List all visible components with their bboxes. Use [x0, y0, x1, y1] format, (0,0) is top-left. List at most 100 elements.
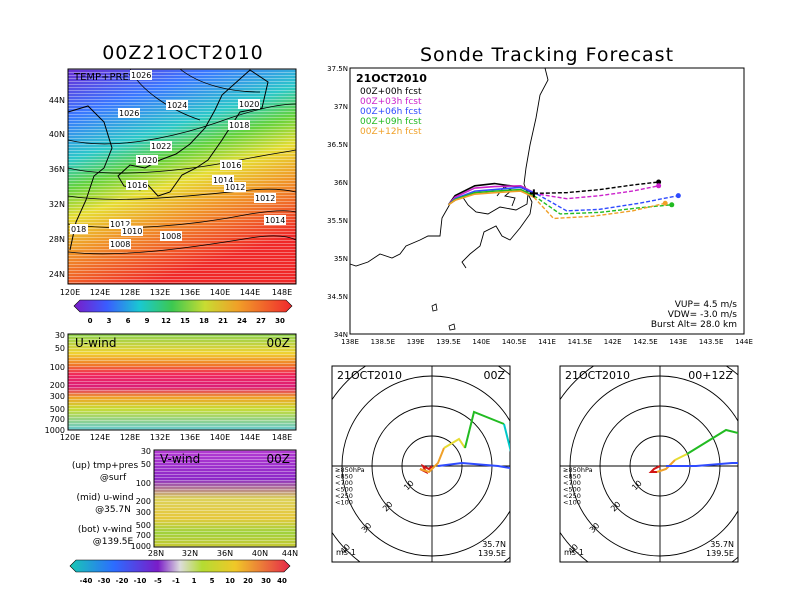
- tracking-y-tick: 35N: [334, 255, 348, 263]
- uwind-y-tick: 700: [50, 415, 65, 424]
- temp-colorbar-label: 21: [218, 317, 228, 325]
- uwind-x-ticks: 120E 124E 128E 132E 136E 140E 144E 148E: [60, 433, 292, 442]
- tracking-x-tick: 141.5E: [568, 338, 592, 346]
- map-y-tick: 36N: [49, 165, 65, 174]
- temp-colorbar-label: 15: [180, 317, 190, 325]
- tracking-x-tick: 141E: [538, 338, 556, 346]
- tracking-x-tick: 144E: [735, 338, 753, 346]
- hodograph-legend-entry: <500: [563, 486, 581, 494]
- tracking-coastline: [349, 67, 549, 267]
- uwind-time: 00Z: [267, 336, 291, 350]
- note-line: @35.7N: [95, 505, 131, 515]
- temp-colorbar-label: 12: [161, 317, 171, 325]
- isobar-label: 1012: [110, 220, 130, 229]
- isobar-label: 1016: [221, 161, 241, 170]
- hodograph-date: 21OCT2010: [337, 369, 402, 382]
- hodograph-legend-entry: <700: [563, 479, 581, 487]
- hodograph-legend-entry: <700: [335, 479, 353, 487]
- vwind-y-tick: 700: [136, 531, 151, 540]
- vwind-colorbar-label: 1: [192, 577, 197, 585]
- uwind-panel: U-wind 00Z 30 50 100 200 300 500 700 100…: [45, 331, 297, 442]
- map-x-tick: 124E: [90, 288, 110, 297]
- isobar-label: 1012: [225, 183, 245, 192]
- hodograph-legend-entry: <100: [563, 499, 581, 507]
- uwind-x-tick: 132E: [150, 433, 170, 442]
- isobar-lines: [67, 68, 297, 255]
- hodograph-lat: 35.7N: [710, 540, 734, 549]
- vwind-colorbar-label: 10: [225, 577, 235, 585]
- landing-point-3: [669, 202, 675, 208]
- landing-point-0: [656, 179, 662, 185]
- legend-entry-12h: 00Z+12h fcst: [360, 127, 422, 137]
- map-x-tick: 132E: [150, 288, 170, 297]
- tracking-y-ticks: 37.5N 37N 36.5N 36N 35.5N 35N 34.5N 34N: [327, 65, 348, 339]
- temp-colorbar-label: 3: [107, 317, 112, 325]
- temp-colorbar-label: 18: [199, 317, 209, 325]
- vwind-colorbar-label: -1: [172, 577, 180, 585]
- landing-point-1: [656, 183, 662, 189]
- tracking-x-tick: 143E: [669, 338, 687, 346]
- vwind-colorbar-label: -30: [98, 577, 111, 585]
- map-label: TEMP+PRES: [73, 72, 135, 83]
- map-x-tick: 148E: [272, 288, 292, 297]
- hodograph-legend-entry: <100: [335, 499, 353, 507]
- vwind-colorbar-label: 20: [243, 577, 253, 585]
- vwind-x-tick: 32N: [182, 549, 198, 558]
- tracking-x-tick: 138.5E: [371, 338, 395, 346]
- tracking-y-tick: 35.5N: [327, 217, 348, 225]
- ascent-track-4: [448, 190, 535, 206]
- tracking-x-ticks: 138E 138.5E 139E 139.5E 140E 140.5E 141E 141.5E…: [341, 338, 753, 346]
- hodograph-legend-entry: <500: [335, 486, 353, 494]
- isobar-label: 1026: [119, 109, 139, 118]
- isobar-label: 1020: [239, 100, 259, 109]
- map-y-tick: 44N: [49, 96, 65, 105]
- vwind-colorbar-label: 5: [210, 577, 215, 585]
- vwind-colorbar-label: -5: [154, 577, 162, 585]
- hodograph-legend-entry: <250: [335, 492, 353, 500]
- vwind-y-tick: 50: [141, 460, 151, 469]
- map-y-tick: 40N: [49, 130, 65, 139]
- tracking-y-tick: 34N: [334, 331, 348, 339]
- boso-coastline: [461, 193, 533, 269]
- tracking-x-tick: 139.5E: [436, 338, 460, 346]
- vwind-colorbar-label: 30: [261, 577, 271, 585]
- tracking-legend: 00Z+00h fcst 00Z+03h fcst 00Z+06h fcst 0…: [360, 87, 422, 137]
- hodograph-legend-entry: <850: [335, 473, 353, 481]
- hodograph-segment-2: [443, 437, 466, 449]
- isobar-label: 1008: [161, 232, 181, 241]
- vwind-panel: V-wind 00Z 30 50 100 200 300 500 700 100…: [69, 447, 298, 585]
- uwind-y-tick: 1000: [45, 426, 65, 435]
- ascent-track-1: [447, 184, 535, 206]
- isobar-label: 1010: [122, 227, 142, 236]
- korea-china-coastline: [67, 105, 113, 251]
- landing-point-2: [675, 193, 681, 199]
- tracking-x-tick: 143.5E: [699, 338, 723, 346]
- annotation-burst: Burst Alt= 28.0 km: [651, 320, 737, 330]
- launch-marker: [529, 189, 538, 198]
- hodograph-time: 00+12Z: [688, 369, 733, 382]
- uwind-x-tick: 128E: [120, 433, 140, 442]
- map-y-tick: 32N: [49, 200, 65, 209]
- left-title: 00Z21OCT2010: [102, 42, 264, 64]
- map-x-ticks: 120E 124E 128E 132E 136E 140E 144E 148E: [60, 288, 292, 297]
- tracking-map-panel: 21OCT2010 00Z+00h fcst 00Z+03h fcst 00Z+…: [327, 65, 753, 346]
- uwind-x-tick: 140E: [210, 433, 230, 442]
- map-y-tick: 28N: [49, 235, 65, 244]
- temp-colorbar-label: 27: [256, 317, 266, 325]
- vwind-colorbar-label: -10: [134, 577, 147, 585]
- vwind-y-tick: 500: [136, 521, 151, 530]
- uwind-frame: [67, 333, 297, 431]
- vwind-x-tick: 36N: [217, 549, 233, 558]
- map-x-tick: 140E: [210, 288, 230, 297]
- tracking-y-tick: 37.5N: [327, 65, 348, 73]
- tracking-x-tick: 142.5E: [633, 338, 657, 346]
- tracking-x-tick: 138E: [341, 338, 359, 346]
- hodograph-time: 00Z: [483, 369, 505, 382]
- hodograph-segment-3: [686, 428, 738, 455]
- annotation-vdw: VDW= -3.0 m/s: [668, 310, 738, 320]
- vwind-y-ticks: 30 50 100 200 300 500 700 1000: [131, 447, 151, 551]
- panel-notes: (up) tmp+pres @surf (mid) u-wind @35.7N …: [72, 461, 139, 547]
- isobar-label: 1014: [265, 216, 285, 225]
- temp-colorbar-label: 0: [88, 317, 93, 325]
